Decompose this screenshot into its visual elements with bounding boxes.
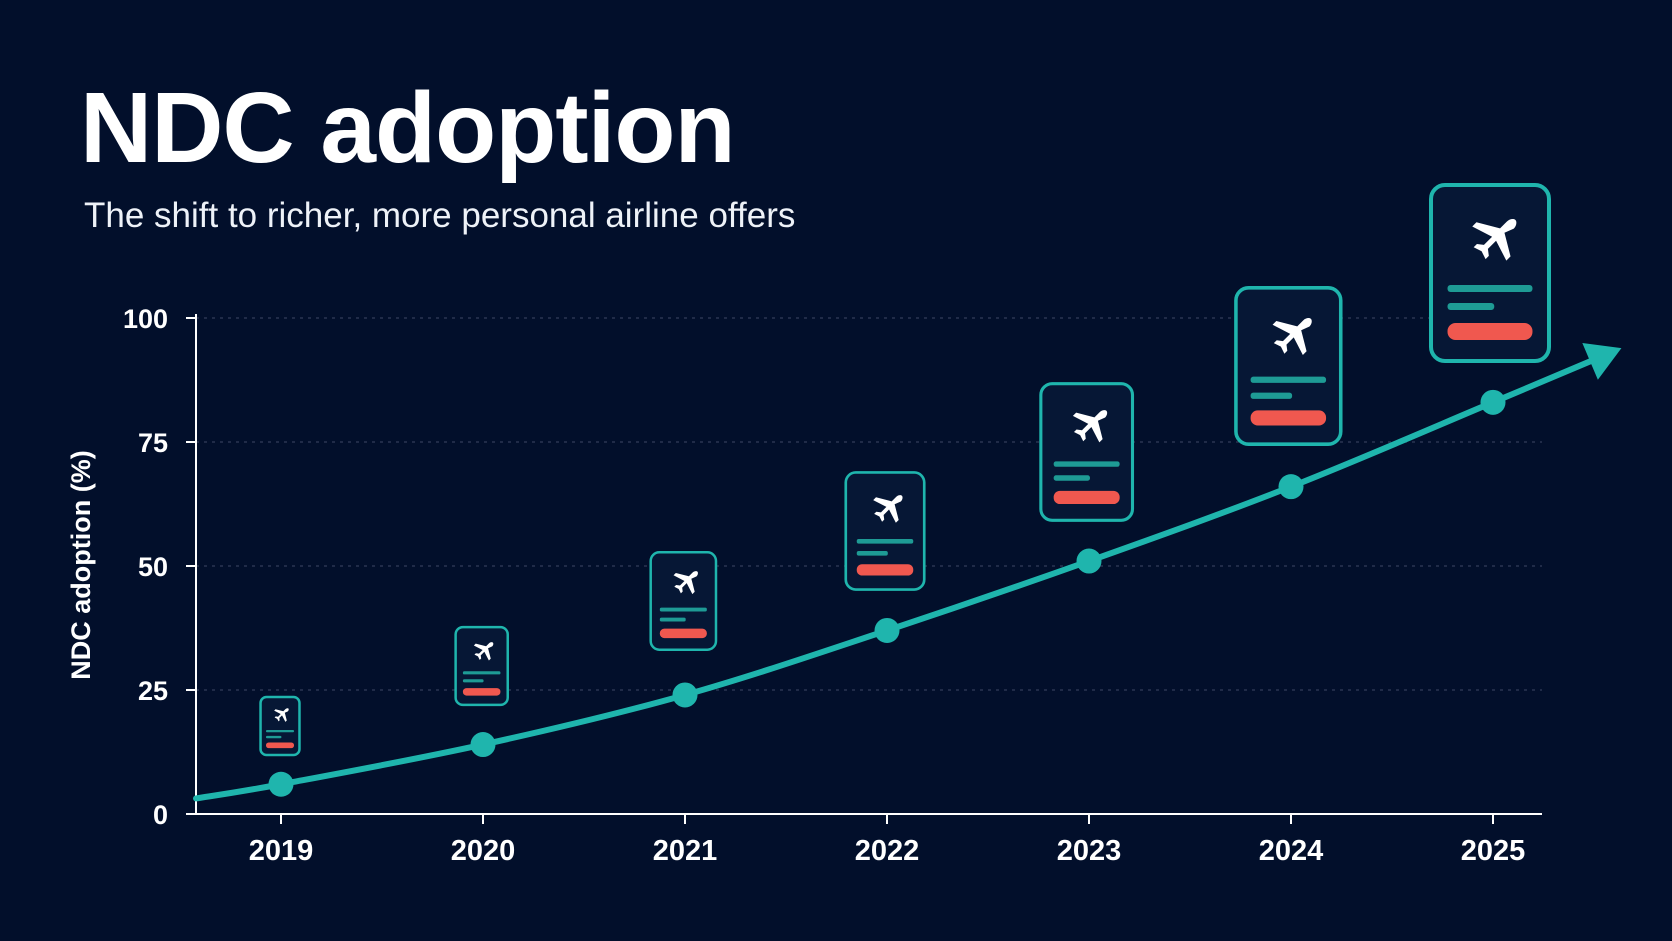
offer-price-bar bbox=[462, 688, 501, 696]
y-axis-label: NDC adoption (%) bbox=[66, 450, 96, 679]
offer-line bbox=[1447, 303, 1495, 310]
offer-card bbox=[259, 695, 301, 757]
data-point bbox=[470, 732, 496, 758]
offer-line bbox=[265, 735, 282, 739]
x-tick-label: 2022 bbox=[855, 835, 920, 867]
offer-price-bar bbox=[265, 742, 295, 749]
data-point bbox=[1480, 389, 1506, 415]
offer-line bbox=[856, 538, 914, 544]
y-tick-label: 0 bbox=[153, 800, 168, 830]
x-tick-label: 2023 bbox=[1057, 835, 1122, 867]
offer-card bbox=[1429, 183, 1551, 363]
offer-price-bar bbox=[1053, 490, 1120, 505]
offer-line bbox=[856, 550, 888, 556]
offer-line bbox=[1053, 475, 1090, 481]
x-tick-label: 2025 bbox=[1461, 835, 1526, 867]
offer-line bbox=[1250, 392, 1293, 399]
offer-line bbox=[659, 617, 686, 622]
offer-card bbox=[1234, 286, 1343, 446]
data-point bbox=[874, 617, 900, 643]
offer-line bbox=[1053, 461, 1120, 467]
offer-line bbox=[659, 607, 707, 612]
data-point bbox=[672, 682, 698, 708]
offer-card bbox=[454, 625, 509, 707]
offer-line bbox=[462, 671, 501, 675]
offer-card bbox=[649, 551, 718, 651]
x-tick-label: 2019 bbox=[249, 835, 314, 867]
offer-price-bar bbox=[659, 628, 707, 639]
offer-price-bar bbox=[1250, 410, 1327, 426]
y-tick-label: 50 bbox=[138, 552, 168, 582]
offer-card bbox=[1039, 382, 1135, 522]
x-tick-label: 2024 bbox=[1259, 835, 1324, 867]
data-point bbox=[1278, 474, 1304, 500]
page-subtitle: The shift to richer, more personal airli… bbox=[84, 196, 796, 235]
y-tick-label: 25 bbox=[138, 676, 168, 706]
offer-price-bar bbox=[1447, 323, 1533, 340]
offer-line bbox=[1447, 285, 1533, 292]
data-point bbox=[268, 771, 294, 797]
offer-line bbox=[462, 679, 484, 683]
y-tick-label: 100 bbox=[123, 304, 168, 334]
offer-line bbox=[265, 729, 295, 733]
offer-card bbox=[844, 471, 926, 591]
offer-line bbox=[1250, 376, 1327, 383]
trend-arrowhead bbox=[1582, 342, 1622, 380]
x-tick-label: 2020 bbox=[451, 835, 516, 867]
page-title: NDC adoption bbox=[80, 72, 736, 184]
offer-price-bar bbox=[856, 564, 914, 576]
x-tick-label: 2021 bbox=[653, 835, 718, 867]
data-point bbox=[1076, 548, 1102, 574]
y-tick-label: 75 bbox=[138, 428, 168, 458]
